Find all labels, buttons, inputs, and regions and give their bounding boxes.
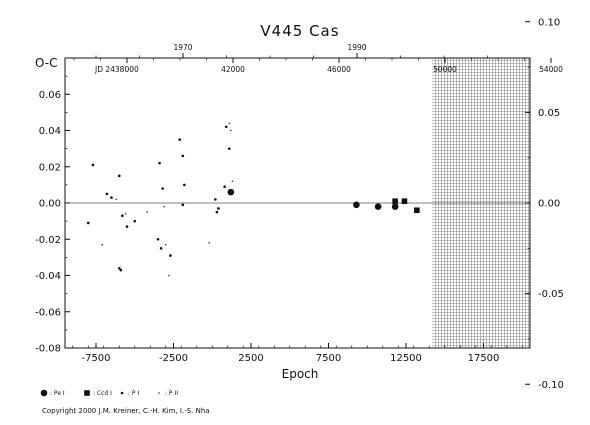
data-point	[391, 203, 399, 210]
right-tick-label: 0.00	[538, 199, 560, 210]
y-tick-label: 0.06	[39, 90, 61, 101]
jd-tick-label: 42000	[221, 65, 245, 74]
data-point	[208, 242, 210, 244]
data-point	[217, 207, 220, 210]
legend-label: : Pe I	[50, 390, 65, 397]
data-point	[163, 205, 165, 208]
data-point	[169, 254, 172, 257]
legend-marker	[40, 389, 48, 397]
x-tick-label: 12500	[390, 353, 422, 364]
legend-marker	[158, 392, 160, 394]
x-tick-label: 7500	[316, 353, 341, 364]
data-point	[121, 214, 124, 217]
data-point	[215, 210, 219, 214]
data-point	[224, 125, 228, 129]
y-tick-label: -0.08	[35, 344, 61, 355]
x-tick-label: 2500	[238, 353, 263, 364]
right-tick-label: -0.05	[538, 289, 564, 300]
data-point	[161, 187, 164, 190]
data-point	[228, 147, 231, 150]
legend: : Pe I : Ccd I : P I : P II	[40, 389, 178, 397]
data-point	[86, 221, 90, 225]
data-point	[101, 243, 103, 246]
right-tick-label: -0.10	[538, 380, 564, 391]
y-tick-label: 0.04	[39, 126, 61, 137]
right-tick-label: 0.10	[538, 17, 560, 28]
data-point	[125, 225, 129, 228]
x-axis-label: Epoch	[282, 367, 319, 381]
y-tick-label: 0.02	[39, 162, 61, 173]
x-tick-label: -2500	[159, 353, 188, 364]
x-tick-label: 17500	[468, 353, 500, 364]
data-point	[119, 268, 123, 272]
data-point	[168, 274, 170, 277]
copyright-text: Copyright 2000 J.M. Kreiner, C.-H. Kim, …	[42, 407, 210, 415]
data-point	[124, 213, 127, 215]
data-point	[156, 237, 160, 241]
jd-tick-label: 54000	[539, 65, 563, 74]
jd-tick-label: JD 2438000	[94, 65, 139, 74]
year-tick-label: 1970	[173, 43, 192, 52]
data-point	[159, 247, 163, 250]
data-point	[231, 180, 234, 183]
data-point	[374, 203, 382, 210]
chart-title: V445 Cas	[260, 22, 339, 40]
data-point	[158, 161, 161, 165]
plot-frame	[64, 57, 531, 349]
data-point	[91, 163, 95, 167]
legend-marker	[84, 390, 90, 396]
data-point	[214, 198, 217, 201]
y-tick-label: -0.02	[35, 235, 61, 246]
data-point	[110, 196, 113, 199]
data-point	[230, 129, 232, 132]
right-tick-label: 0.05	[538, 108, 560, 119]
y-tick-label: -0.06	[35, 307, 61, 318]
legend-marker	[120, 391, 124, 395]
data-point	[146, 211, 148, 213]
legend-label: : P I	[128, 390, 139, 397]
data-point	[414, 207, 420, 214]
jd-tick-label: 46000	[327, 65, 351, 74]
data-point	[164, 243, 167, 246]
y-tick-label: -0.04	[35, 271, 61, 282]
y-axis-label: O-C	[35, 56, 58, 70]
data-point	[392, 198, 398, 204]
legend-label: : P II	[165, 390, 178, 397]
data-point	[181, 154, 185, 158]
data-point	[117, 174, 121, 178]
data-point	[401, 198, 408, 204]
legend-label: : Ccd I	[93, 390, 112, 397]
data-point	[183, 183, 186, 187]
data-point	[115, 198, 117, 201]
jd-tick-label: 50000	[433, 65, 457, 74]
data-point	[181, 203, 185, 207]
data-point	[133, 219, 137, 223]
year-tick-label: 1990	[347, 43, 366, 52]
data-point	[105, 192, 109, 196]
data-point	[228, 122, 231, 125]
data-point	[178, 138, 181, 141]
x-tick-label: -7500	[81, 353, 110, 364]
y-tick-label: 0.00	[39, 199, 61, 210]
data-point	[353, 201, 360, 209]
data-point	[117, 266, 121, 270]
data-point	[227, 188, 235, 196]
data-point	[223, 185, 226, 188]
